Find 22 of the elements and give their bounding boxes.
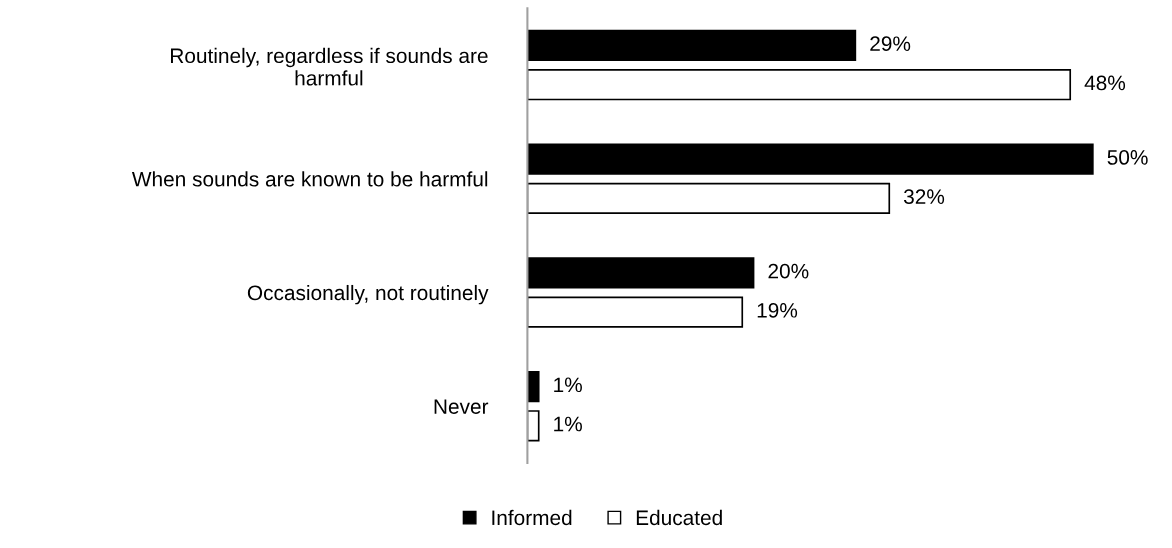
bar (527, 182, 891, 215)
bar (527, 143, 1094, 175)
data-label: 29% (870, 36, 911, 52)
data-label: 32% (903, 189, 945, 204)
bar (527, 257, 755, 289)
bar (527, 69, 1072, 101)
legend-label: Informed (492, 509, 572, 526)
data-label: 19% (757, 302, 798, 318)
legend-label: Educated (636, 509, 722, 526)
y-tick-label: Occasionally, not routinely (247, 284, 489, 305)
bar (527, 370, 540, 403)
y-tick-label: Never (434, 399, 489, 414)
bar (527, 410, 540, 442)
y-tick-label: Routinely, regardless if sounds are harmful (171, 47, 488, 86)
data-label: 20% (768, 263, 809, 279)
data-label: 1% (554, 416, 582, 432)
data-label: 1% (554, 377, 582, 393)
data-label: 50% (1107, 150, 1148, 165)
y-tick-label: When sounds are known to be harmful (131, 171, 488, 187)
data-label: 48% (1084, 75, 1126, 91)
bar (527, 296, 744, 328)
bar (527, 29, 857, 62)
